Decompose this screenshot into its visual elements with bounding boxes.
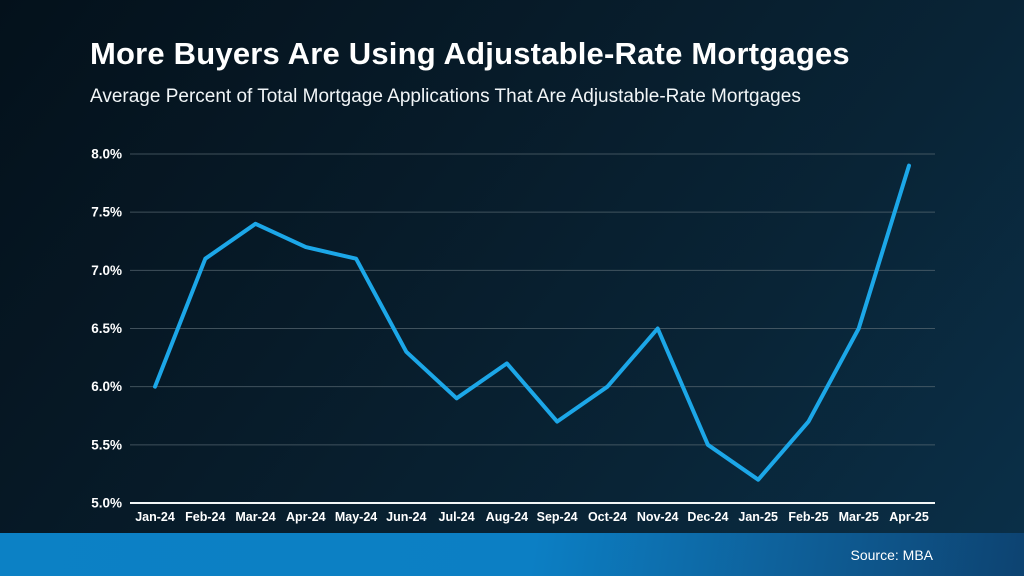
- y-tick-label: 5.5%: [91, 437, 122, 452]
- x-tick-label: May-24: [335, 510, 377, 524]
- x-tick-label: Feb-24: [185, 510, 225, 524]
- y-tick-label: 8.0%: [91, 147, 122, 162]
- y-tick-label: 7.5%: [91, 205, 122, 220]
- x-tick-label: Mar-25: [839, 510, 879, 524]
- x-tick-label: Jan-24: [135, 510, 175, 524]
- x-tick-label: Apr-25: [889, 510, 929, 524]
- x-tick-label: Jul-24: [439, 510, 475, 524]
- page-subtitle: Average Percent of Total Mortgage Applic…: [90, 86, 801, 107]
- footer-bar: Source: MBA: [0, 533, 1024, 576]
- x-tick-label: Oct-24: [588, 510, 627, 524]
- arm-share-series-line: [153, 163, 911, 482]
- x-tick-label: Mar-24: [235, 510, 275, 524]
- x-tick-label: Apr-24: [286, 510, 326, 524]
- x-tick-label: Feb-25: [788, 510, 828, 524]
- y-tick-label: 7.0%: [91, 263, 122, 278]
- x-tick-label: Dec-24: [687, 510, 728, 524]
- y-tick-label: 6.5%: [91, 321, 122, 336]
- x-tick-label: Aug-24: [486, 510, 528, 524]
- x-tick-label: Jan-25: [738, 510, 778, 524]
- source-label: Source: MBA: [850, 546, 933, 563]
- y-tick-label: 5.0%: [91, 496, 122, 511]
- page-title: More Buyers Are Using Adjustable-Rate Mo…: [90, 36, 850, 71]
- x-tick-label: Sep-24: [537, 510, 578, 524]
- y-tick-label: 6.0%: [91, 379, 122, 394]
- x-tick-label: Nov-24: [637, 510, 679, 524]
- x-tick-label: Jun-24: [386, 510, 426, 524]
